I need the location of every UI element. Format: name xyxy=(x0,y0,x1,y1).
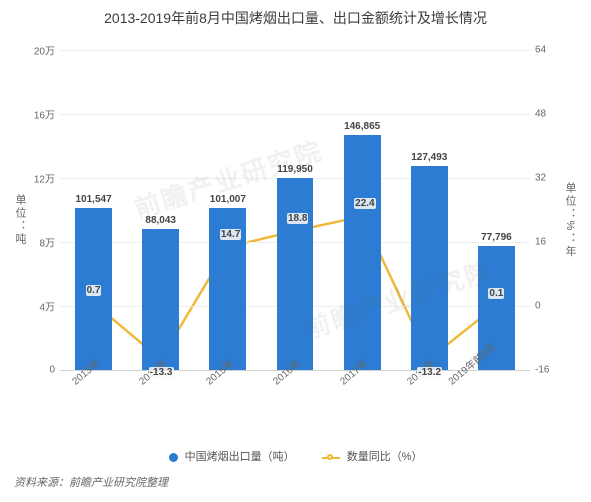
bar xyxy=(277,178,314,370)
line-point-label: 22.4 xyxy=(354,198,375,209)
bar-label: 127,493 xyxy=(411,152,447,163)
line-point-label: 14.7 xyxy=(220,229,241,240)
ytick-right: 0 xyxy=(535,301,541,312)
ytick-left: 20万 xyxy=(34,43,55,58)
ytick-left: 8万 xyxy=(39,235,55,250)
line-point-label: 18.8 xyxy=(287,213,308,224)
y-axis-right-label: 单位：%：年 xyxy=(562,182,578,259)
bar-label: 101,547 xyxy=(75,194,111,205)
chart-title: 2013-2019年前8月中国烤烟出口量、出口金额统计及增长情况 xyxy=(0,0,591,28)
ytick-left: 16万 xyxy=(34,107,55,122)
plot-region: 04万8万12万16万20万-16016324864101,5472013年88… xyxy=(60,50,530,371)
bar xyxy=(344,135,381,370)
line-point-label: 0.1 xyxy=(488,288,504,299)
bar-label: 77,796 xyxy=(481,232,512,243)
bar-swatch-icon xyxy=(169,453,178,462)
y-axis-left-label: 单位：吨 xyxy=(12,194,28,246)
legend: 中国烤烟出口量（吨） 数量同比（%） xyxy=(0,448,591,464)
line-point-label: -13.2 xyxy=(417,367,442,378)
ytick-right: 64 xyxy=(535,45,546,56)
ytick-left: 0 xyxy=(49,365,55,376)
bar xyxy=(411,166,448,370)
line-point-label: 0.7 xyxy=(86,285,102,296)
source-text: 资料来源：前瞻产业研究院整理 xyxy=(14,474,168,490)
legend-bar: 中国烤烟出口量（吨） xyxy=(169,448,295,464)
ytick-right: -16 xyxy=(535,365,549,376)
grid-line xyxy=(60,50,530,51)
bar-label: 119,950 xyxy=(277,164,313,175)
line-point-label: -13.3 xyxy=(149,367,174,378)
legend-line-label: 数量同比（%） xyxy=(347,451,423,463)
ytick-right: 16 xyxy=(535,237,546,248)
bar-label: 146,865 xyxy=(344,121,380,132)
grid-line xyxy=(60,114,530,115)
legend-line: 数量同比（%） xyxy=(322,448,423,464)
line-swatch-icon xyxy=(322,453,340,462)
legend-bar-label: 中国烤烟出口量（吨） xyxy=(185,451,295,463)
bar-label: 101,007 xyxy=(210,194,246,205)
ytick-right: 32 xyxy=(535,173,546,184)
ytick-left: 4万 xyxy=(39,299,55,314)
ytick-right: 48 xyxy=(535,109,546,120)
ytick-left: 12万 xyxy=(34,171,55,186)
chart-area: 单位：吨 单位：%：年 04万8万12万16万20万-1601632486410… xyxy=(60,35,530,405)
bar-label: 88,043 xyxy=(145,215,176,226)
bar xyxy=(142,229,179,370)
